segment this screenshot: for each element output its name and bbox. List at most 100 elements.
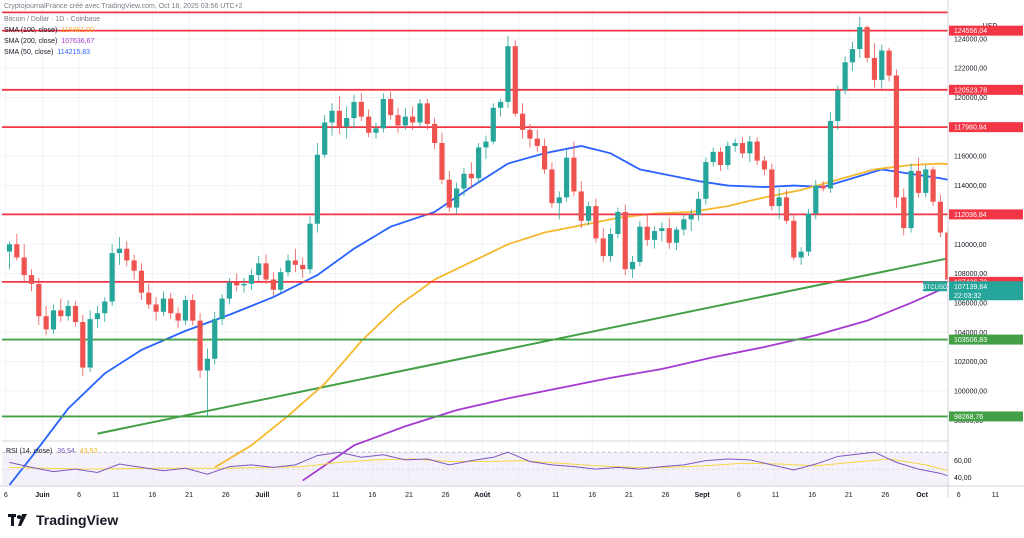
x-tick-label: 21	[405, 492, 413, 499]
y-tick-label: 106000,00	[954, 300, 987, 307]
candle-body	[424, 103, 430, 124]
candle-body	[417, 103, 423, 123]
candle-body	[776, 197, 782, 207]
candle-body	[659, 228, 665, 232]
candle-body	[644, 226, 650, 240]
candle-body	[732, 143, 738, 146]
candle-body	[80, 322, 86, 368]
candle-body	[197, 320, 203, 371]
candle-body	[329, 110, 335, 123]
candle-body	[813, 185, 819, 214]
candle-body	[109, 253, 115, 302]
level-price-label: 124556,04	[954, 28, 987, 35]
x-tick-label: 16	[368, 492, 376, 499]
x-tick-label: 16	[808, 492, 816, 499]
y-tick-label: 110000,00	[954, 242, 987, 249]
y-tick-label: 104000,00	[954, 330, 987, 337]
candle-body	[168, 298, 174, 314]
candle-body	[607, 234, 614, 257]
current-price-label: 107139,84	[954, 284, 987, 291]
x-tick-label: 21	[185, 492, 193, 499]
candle-body	[373, 128, 379, 133]
candle-body	[717, 151, 724, 166]
candle-body	[388, 98, 394, 116]
candle-body	[622, 211, 628, 270]
candle-body	[94, 313, 101, 320]
x-tick-label: 26	[222, 492, 230, 499]
candle-body	[476, 147, 482, 179]
rsi-legend[interactable]: RSI (14, close) 36,54 43,53	[6, 448, 97, 455]
x-tick-label: 11	[772, 492, 779, 499]
candle-body	[651, 231, 658, 240]
symbol-title[interactable]: Bitcoin / Dollar · 1D · Coinbase	[4, 16, 101, 23]
level-price-tag	[949, 122, 1023, 133]
candle-body	[124, 248, 130, 261]
candle-body	[805, 213, 812, 252]
candle-body	[695, 198, 702, 215]
candle-body	[336, 110, 342, 127]
sma50-value: 114215,83	[57, 49, 90, 56]
level-price-label: 120523,78	[954, 87, 987, 94]
y-tick-label: 114000,00	[954, 183, 987, 190]
candle-body	[769, 169, 775, 207]
candle-body	[600, 238, 606, 257]
x-tick-label: 11	[332, 492, 339, 499]
candle-body	[864, 27, 870, 58]
x-tick-label: 26	[882, 492, 890, 499]
sma200-value: 107636,67	[61, 38, 95, 45]
level-price-tag	[949, 411, 1023, 422]
candle-body	[937, 201, 944, 233]
sma200-legend[interactable]: SMA (200, close) 107636,67	[4, 37, 94, 46]
sma200-label: SMA (200, close)	[4, 38, 58, 45]
candle-body	[72, 305, 79, 323]
candle-body	[439, 143, 445, 180]
candle-body	[615, 211, 621, 235]
candle-body	[50, 310, 57, 330]
y-tick-label: 102000,00	[954, 359, 987, 366]
candle-body	[6, 244, 13, 252]
candle-body	[138, 270, 145, 293]
rsi-tick-label: 60,00	[954, 458, 972, 465]
candle-body	[116, 248, 123, 254]
sma100-label: SMA (100, close)	[4, 27, 58, 34]
candle-body	[204, 358, 211, 371]
y-tick-label: 122000,00	[954, 66, 987, 73]
x-tick-label: Juill	[255, 492, 269, 499]
y-tick-label: 116000,00	[954, 154, 987, 161]
candle-body	[468, 173, 474, 179]
candle-body	[585, 206, 592, 221]
sma50-legend[interactable]: SMA (50, close) 114215,83	[4, 48, 90, 57]
candle-body	[43, 316, 49, 330]
candle-body	[314, 154, 320, 224]
candle-body	[791, 220, 797, 258]
candle-body	[578, 191, 584, 221]
candle-body	[241, 283, 247, 286]
rsi-signal-value: 43,53	[79, 448, 98, 455]
candle-body	[182, 300, 189, 321]
candle-body	[65, 305, 71, 317]
level-price-label: 117980,94	[954, 125, 987, 132]
x-tick-label: 11	[552, 492, 559, 499]
x-tick-label: 26	[442, 492, 450, 499]
candle-body	[534, 138, 540, 146]
x-tick-label: 21	[845, 492, 853, 499]
candle-body	[512, 46, 518, 114]
candle-body	[681, 219, 687, 230]
candle-body	[263, 263, 269, 280]
candle-body	[703, 162, 709, 199]
x-tick-label: 6	[4, 492, 8, 499]
candle-body	[783, 197, 790, 221]
candle-body	[527, 129, 533, 139]
tradingview-logo[interactable]: TradingView	[8, 512, 118, 528]
candle-body	[688, 214, 694, 220]
sma100-legend[interactable]: SMA (100, close) 115361,00	[4, 26, 94, 35]
level-price-tag	[949, 334, 1023, 345]
candle-body	[146, 292, 152, 305]
x-tick-label: 11	[992, 492, 999, 499]
level-price-tag	[949, 25, 1023, 36]
candle-body	[541, 145, 548, 170]
x-tick-label: 6	[737, 492, 741, 499]
candle-body	[190, 300, 196, 321]
candle-body	[410, 116, 416, 123]
